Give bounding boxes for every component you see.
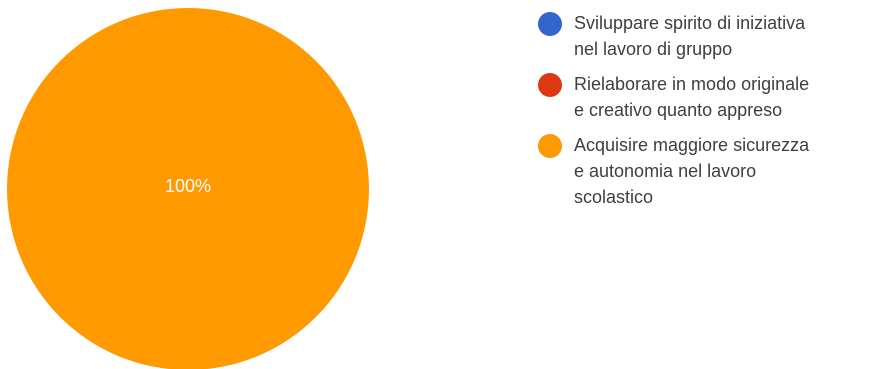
pie-slice-2[interactable] [7, 8, 369, 369]
legend-item-teamwork[interactable]: Sviluppare spirito di iniziativa nel lav… [538, 10, 893, 62]
pie-chart-plot: 100% [7, 8, 369, 369]
legend-swatch-red [538, 73, 562, 97]
legend-item-creativity[interactable]: Rielaborare in modo originale e creativo… [538, 71, 893, 123]
pie-data-label: 100% [165, 176, 211, 196]
legend-label-autonomy: Acquisire maggiore sicurezza e autonomia… [574, 135, 810, 207]
legend-swatch-blue [538, 12, 562, 36]
legend-label-teamwork: Sviluppare spirito di iniziativa nel lav… [574, 13, 806, 59]
legend-swatch-orange [538, 134, 562, 158]
legend-label-creativity: Rielaborare in modo originale e creativo… [574, 74, 810, 120]
legend-item-autonomy[interactable]: Acquisire maggiore sicurezza e autonomia… [538, 132, 893, 210]
chart-legend: Sviluppare spirito di iniziativa nel lav… [538, 10, 893, 219]
slices-group [7, 8, 369, 369]
